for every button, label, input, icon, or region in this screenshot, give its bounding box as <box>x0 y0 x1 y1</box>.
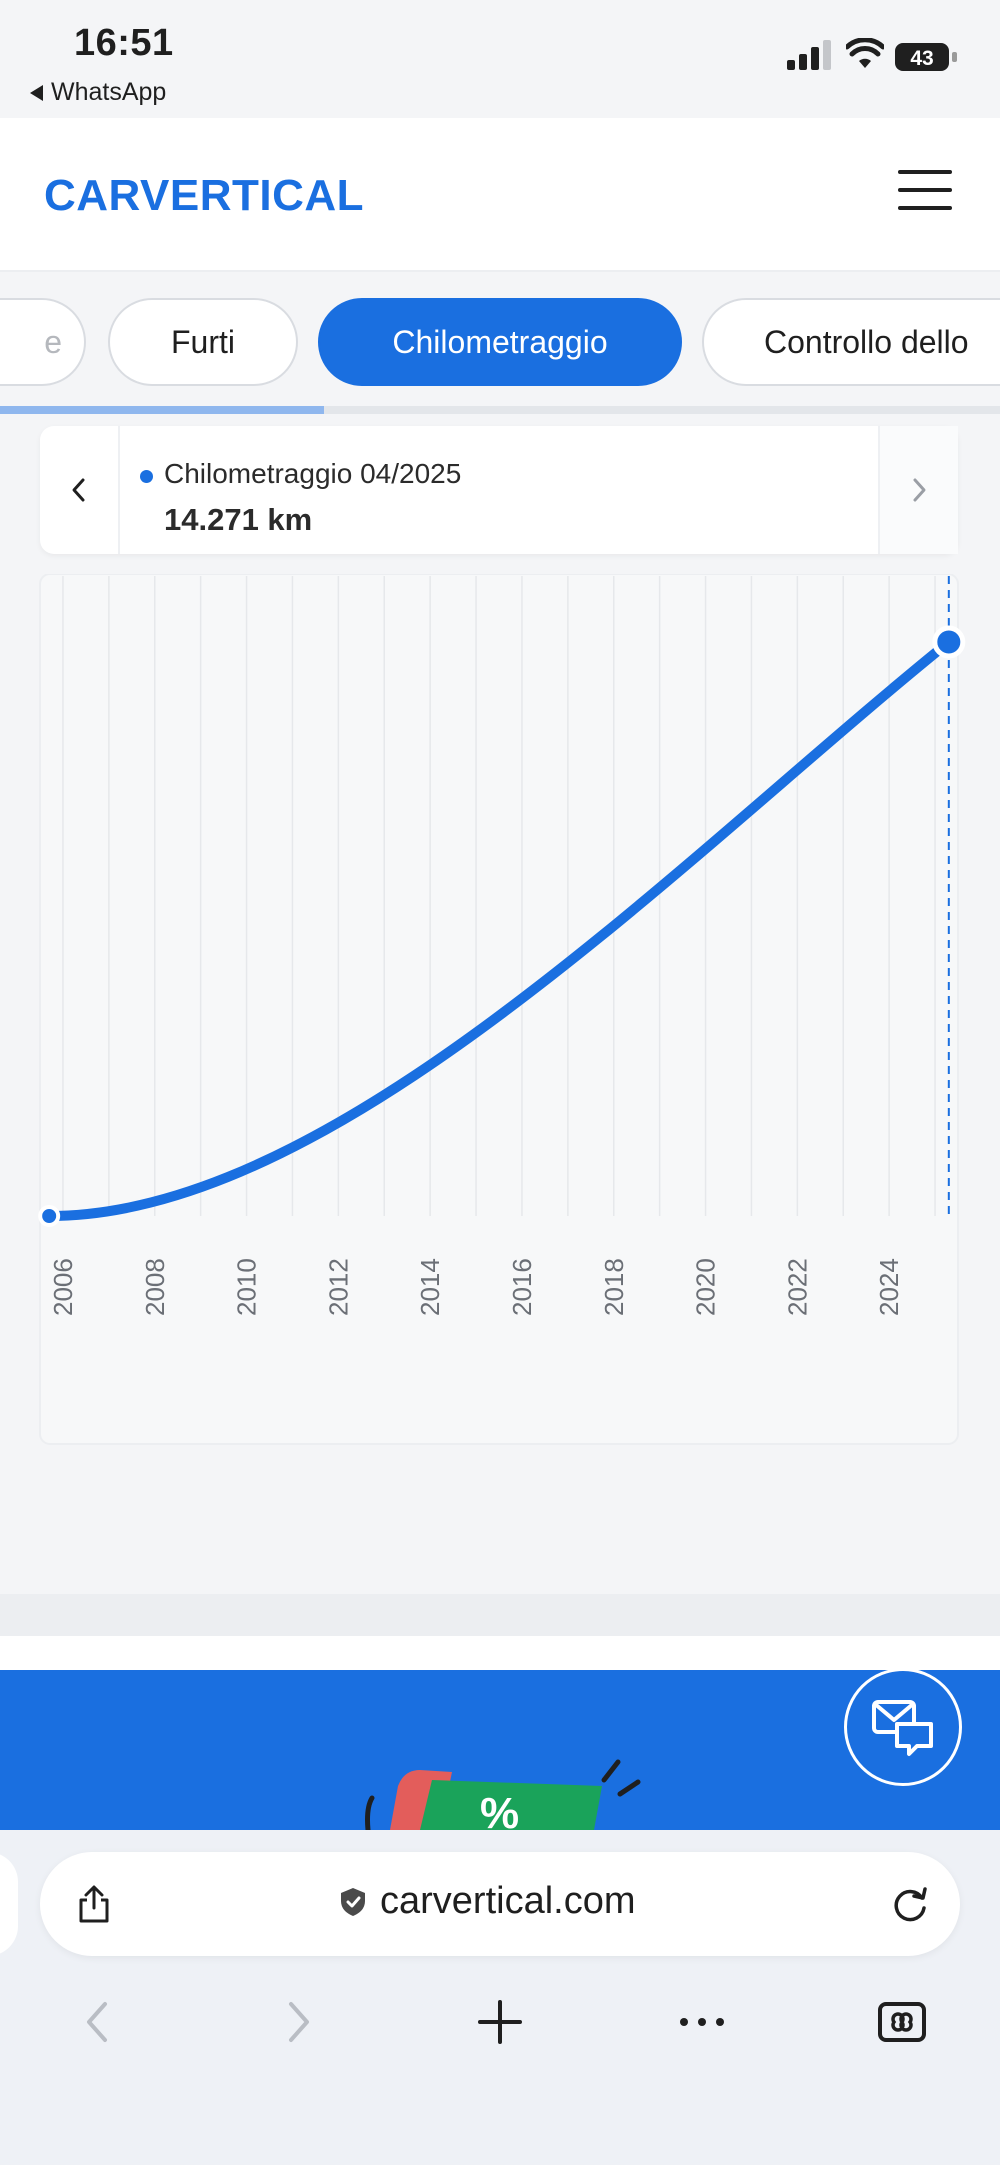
browser-back-button[interactable] <box>68 1992 128 2052</box>
browser-toolbar: carvertical.com <box>0 1830 1000 2165</box>
reload-icon[interactable] <box>890 1884 930 1924</box>
x-tick-label: 2016 <box>507 1258 537 1316</box>
mileage-chart: 2006 2008 2010 2012 2014 2016 2018 2020 2022 2024 <box>38 574 966 1445</box>
chart-x-ticks: 2006 2008 2010 2012 2014 2016 2018 2020 2022 2024 <box>48 1258 904 1316</box>
mileage-chart-section: Chilometraggio 04/2025 14.271 km 2006 200… <box>0 414 1000 1594</box>
back-to-app-link[interactable]: WhatsApp <box>30 78 166 107</box>
previous-tab-peek[interactable] <box>0 1852 18 1956</box>
tabs-icon <box>878 2002 926 2042</box>
report-tabs: e Furti Chilometraggio Controllo dello <box>0 272 1000 414</box>
x-tick-label: 2020 <box>691 1258 721 1316</box>
status-time: 16:51 <box>74 22 174 64</box>
tab-chilometraggio-label: Chilometraggio <box>392 323 608 360</box>
mail-chat-icon <box>872 1700 933 1756</box>
tab-controllo-label: Controllo dello <box>764 323 969 360</box>
url-display[interactable]: carvertical.com <box>340 1880 636 1923</box>
current-point <box>932 625 966 659</box>
tabs-overview-button[interactable] <box>872 1992 932 2052</box>
address-bar[interactable]: carvertical.com <box>40 1852 960 1956</box>
x-tick-label: 2012 <box>323 1258 353 1316</box>
back-app-label: WhatsApp <box>51 78 167 106</box>
x-tick-label: 2022 <box>782 1258 812 1316</box>
share-icon[interactable] <box>74 1884 114 1924</box>
status-bar: 16:51 WhatsApp 43 <box>0 0 1000 118</box>
section-divider <box>0 1594 1000 1636</box>
site-header: CARVERTICAL <box>0 118 1000 272</box>
contact-chat-button[interactable] <box>844 1668 962 1786</box>
x-tick-label: 2014 <box>415 1258 445 1316</box>
forward-arrow-icon <box>289 2002 309 2042</box>
browser-forward-button[interactable] <box>268 1992 328 2052</box>
start-point <box>38 1205 61 1227</box>
tab-controllo[interactable]: Controllo dello <box>702 298 1000 386</box>
tooltip-next-button[interactable] <box>878 426 958 554</box>
tab-furti[interactable]: Furti <box>108 298 298 386</box>
hamburger-menu-icon[interactable] <box>898 170 952 216</box>
tab-chilometraggio[interactable]: Chilometraggio <box>318 298 682 386</box>
url-text: carvertical.com <box>380 1880 636 1922</box>
chart-plot-area <box>39 574 959 1445</box>
mileage-line <box>44 637 954 1221</box>
chart-grid <box>62 576 936 1216</box>
more-options-button[interactable] <box>672 1992 732 2052</box>
series-dot <box>140 470 153 483</box>
back-triangle-icon <box>30 84 43 101</box>
new-tab-button[interactable] <box>470 1992 530 2052</box>
tab-furti-label: Furti <box>171 323 235 360</box>
battery-level: 43 <box>910 47 933 70</box>
tooltip-label: Chilometraggio 04/2025 <box>164 458 462 489</box>
carvertical-logo[interactable]: CARVERTICAL <box>44 168 404 222</box>
plus-icon <box>478 2000 522 2044</box>
wifi-icon <box>846 38 884 68</box>
tabs-scroll-indicator <box>0 406 1000 414</box>
battery-icon: 43 <box>895 43 957 71</box>
svg-text:%: % <box>480 1789 519 1830</box>
tooltip-value: 14.271 km <box>164 502 313 537</box>
x-tick-label: 2010 <box>232 1258 262 1316</box>
x-tick-label: 2006 <box>48 1258 78 1316</box>
promo-banner: % <box>0 1670 1000 1830</box>
x-tick-label: 2018 <box>599 1258 629 1316</box>
shield-icon <box>341 1887 365 1916</box>
chevron-left-icon <box>72 478 85 502</box>
discount-illustration: % <box>365 1759 641 1830</box>
tab-previous[interactable]: e <box>0 298 86 386</box>
ellipsis-icon <box>680 2018 724 2026</box>
back-arrow-icon <box>87 2002 107 2042</box>
x-tick-label: 2008 <box>140 1258 170 1316</box>
tooltip-prev-button[interactable] <box>40 426 120 554</box>
logo-text: CARVERTICAL <box>44 171 364 220</box>
x-tick-label: 2024 <box>874 1258 904 1316</box>
cellular-signal-icon <box>787 40 831 70</box>
chevron-right-icon <box>913 478 926 502</box>
tab-previous-label: e <box>44 323 62 360</box>
mileage-tooltip: Chilometraggio 04/2025 14.271 km <box>40 426 958 554</box>
